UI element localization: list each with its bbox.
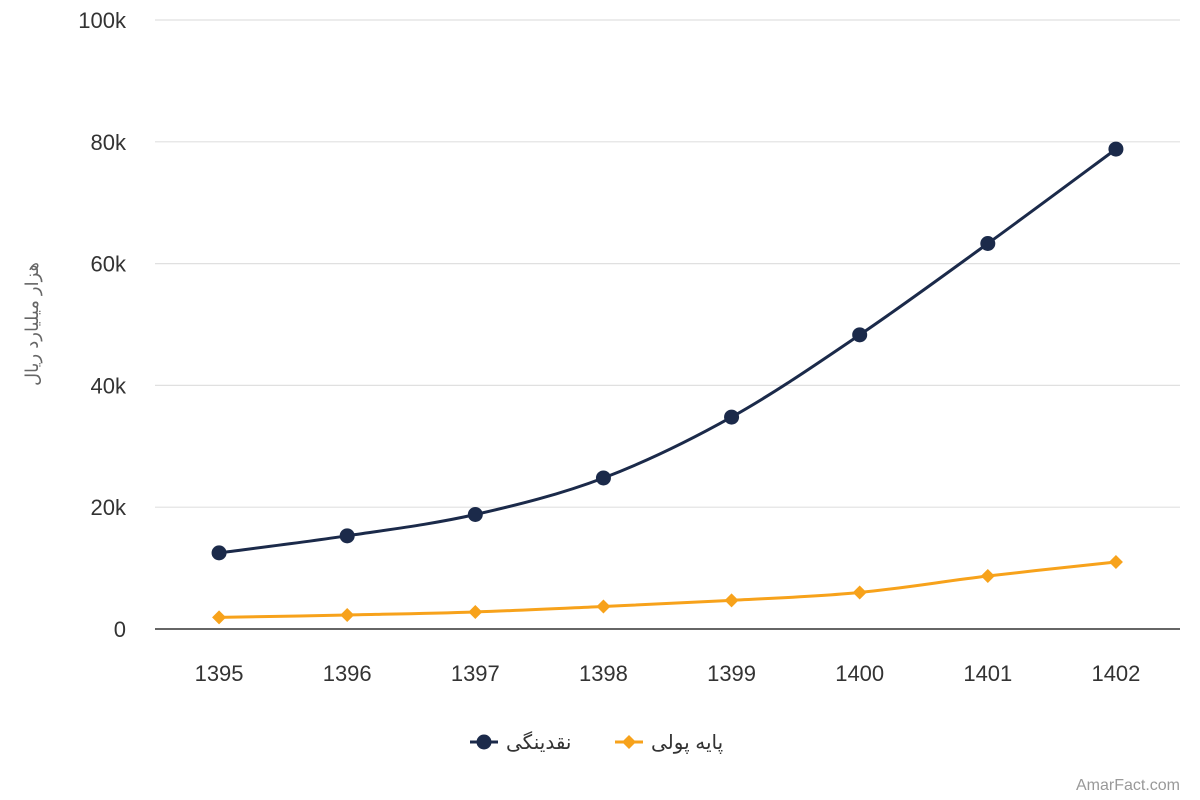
series-group [211,141,1124,561]
x-tick-label: 1396 [323,661,372,686]
data-point[interactable] [596,599,611,614]
legend-marker[interactable] [622,735,636,749]
data-point[interactable] [724,409,740,425]
x-tick-label: 1400 [835,661,884,686]
grid-lines [155,19,1180,508]
legend-item[interactable]: پایه پولی [615,732,723,755]
data-point[interactable] [980,569,995,584]
data-point[interactable] [339,528,355,544]
data-point[interactable] [1108,141,1124,157]
y-tick-label: 60k [91,252,127,277]
data-point[interactable] [980,236,996,252]
legend-marker[interactable] [476,734,492,750]
x-axis-ticks: 1395 1396 1397 1398 1399 1400 1401 1402 [195,661,1141,686]
x-tick-label: 1397 [451,661,500,686]
y-axis-label: هزار میلیارد ریال [22,262,43,386]
legend[interactable]: نقدینگی پایه پولی [470,731,723,755]
x-tick-label: 1402 [1091,661,1140,686]
series-group [212,555,1123,625]
x-tick-label: 1395 [195,661,244,686]
x-tick-label: 1398 [579,661,628,686]
data-point[interactable] [340,607,355,622]
y-axis-ticks: 0 20k 40k 60k 80k 100k [78,8,127,642]
data-point[interactable] [852,585,867,600]
legend-label: پایه پولی [651,732,723,755]
x-tick-label: 1399 [707,661,756,686]
series [211,141,1124,625]
data-point[interactable] [595,470,611,486]
credit-text[interactable]: AmarFact.com [1076,777,1180,794]
data-point[interactable] [724,593,739,608]
legend-item[interactable]: نقدینگی [470,731,572,754]
data-point[interactable] [468,604,483,619]
y-tick-label: 40k [91,373,127,398]
y-tick-label: 20k [91,495,127,520]
data-point[interactable] [467,507,483,523]
x-tick-label: 1401 [963,661,1012,686]
series-line [218,147,1117,555]
y-tick-label: 100k [78,8,127,33]
y-tick-label: 0 [114,617,126,642]
data-point[interactable] [852,327,868,343]
series-line [219,560,1117,619]
y-tick-label: 80k [91,130,127,155]
legend-label: نقدینگی [506,731,572,754]
data-point[interactable] [1108,555,1123,570]
data-point[interactable] [212,610,227,625]
data-point[interactable] [211,545,227,561]
